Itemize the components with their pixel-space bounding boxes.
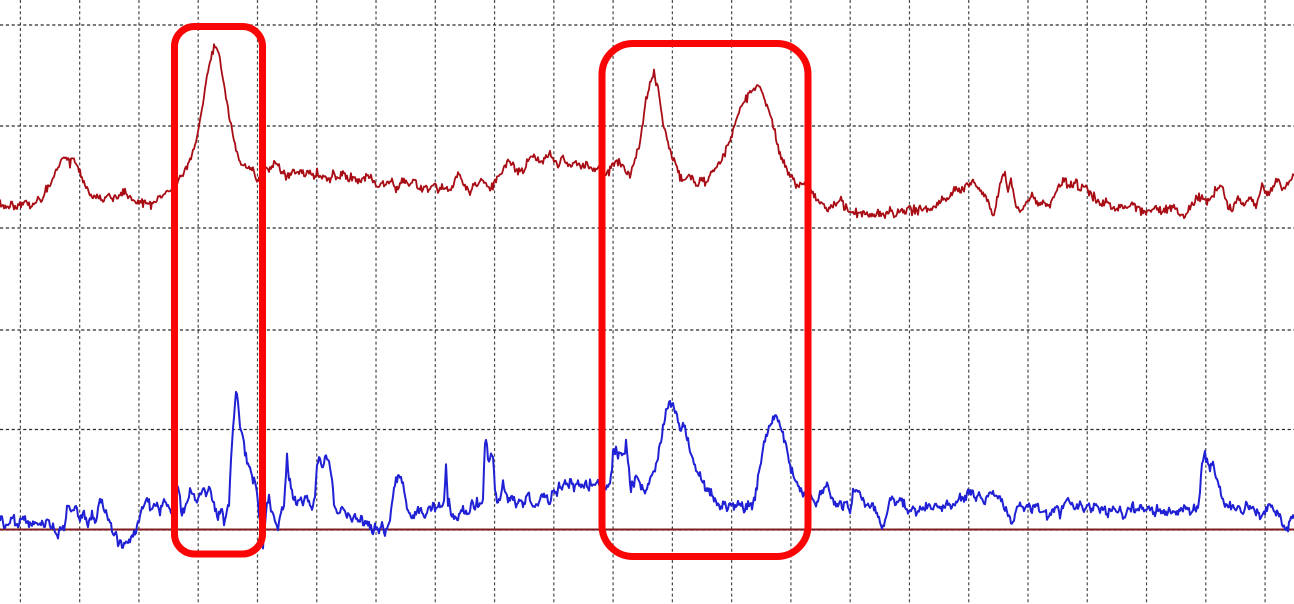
red-signal-trace <box>0 43 1294 220</box>
blue-signal-trace <box>0 390 1294 550</box>
highlight-box-2 <box>598 40 812 560</box>
highlight-box-1 <box>171 23 266 558</box>
